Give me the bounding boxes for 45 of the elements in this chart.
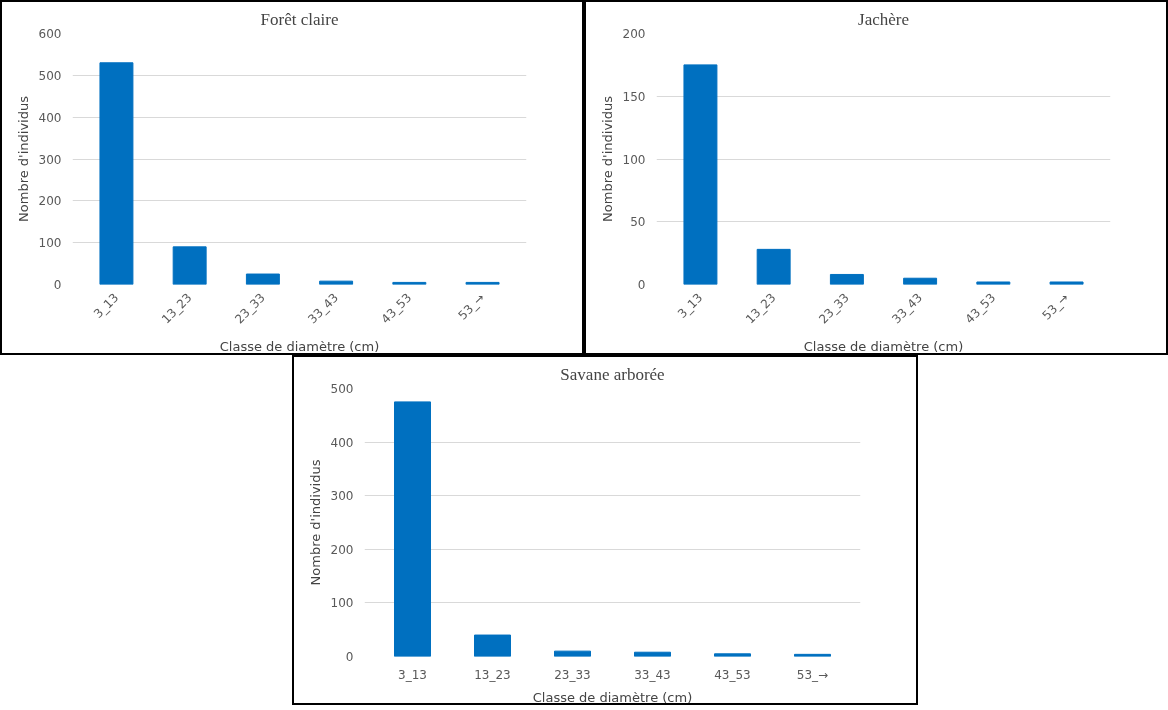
y-tick-label: 100 xyxy=(38,236,62,251)
bar xyxy=(976,281,1011,285)
bar xyxy=(474,634,511,657)
x-axis-title: Classe de diamètre (cm) xyxy=(532,689,693,705)
y-tick-label: 50 xyxy=(630,215,646,230)
x-tick-label: 13_23 xyxy=(474,667,511,682)
y-axis-title: Nombre d'individus xyxy=(599,95,615,222)
y-tick-label: 500 xyxy=(330,382,354,396)
x-tick-label: 53_→ xyxy=(796,667,829,682)
y-tick-label: 500 xyxy=(38,68,62,83)
y-tick-label: 300 xyxy=(38,152,62,167)
chart-title: Savane arborée xyxy=(560,364,665,384)
x-tick-label: 43_53 xyxy=(714,667,751,682)
y-tick-label: 200 xyxy=(38,194,62,209)
y-tick-label: 400 xyxy=(330,435,354,450)
x-tick-label: 33_43 xyxy=(634,667,671,682)
y-tick-label: 150 xyxy=(622,89,646,104)
bar xyxy=(245,273,280,285)
y-tick-label: 200 xyxy=(330,542,354,557)
y-tick-label: 100 xyxy=(622,152,646,167)
y-axis-title: Nombre d'individus xyxy=(15,95,31,222)
bar xyxy=(394,401,431,657)
chart-title: Forêt claire xyxy=(260,9,339,29)
y-tick-label: 0 xyxy=(345,650,354,664)
y-tick-label: 0 xyxy=(53,278,62,292)
bar xyxy=(99,62,134,285)
chart-title: Jachère xyxy=(858,9,909,29)
bar xyxy=(172,246,207,285)
x-tick-label: 3_13 xyxy=(398,667,427,682)
y-tick-label: 0 xyxy=(637,278,646,292)
x-axis-title: Classe de diamètre (cm) xyxy=(219,339,380,355)
bar xyxy=(1049,281,1084,285)
bar xyxy=(554,650,591,657)
bar xyxy=(756,248,791,285)
x-axis-title: Classe de diamètre (cm) xyxy=(803,339,964,355)
y-tick-label: 300 xyxy=(330,489,354,504)
y-axis-title: Nombre d'individus xyxy=(307,459,323,586)
bar xyxy=(829,273,864,285)
y-tick-label: 200 xyxy=(622,27,646,41)
y-tick-label: 100 xyxy=(330,596,354,611)
bar xyxy=(683,64,718,285)
y-tick-label: 600 xyxy=(38,27,62,41)
y-tick-label: 400 xyxy=(38,110,62,125)
x-tick-label: 23_33 xyxy=(554,667,591,682)
bar xyxy=(714,653,751,657)
